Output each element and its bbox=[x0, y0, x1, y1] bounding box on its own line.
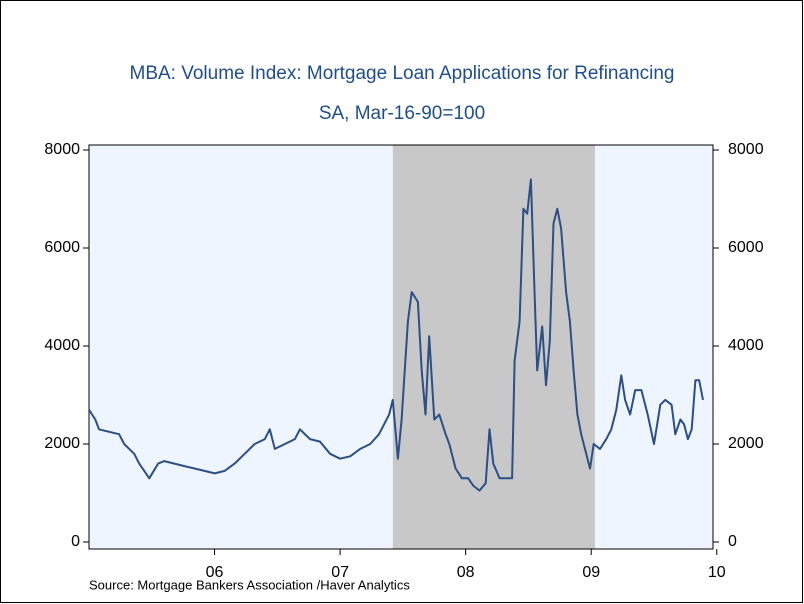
plot-frame bbox=[88, 144, 714, 550]
chart-subtitle: SA, Mar-16-90=100 bbox=[319, 103, 485, 124]
x-tick-label: 10 bbox=[708, 564, 726, 581]
source: Source: Mortgage Bankers Association /Ha… bbox=[89, 577, 410, 592]
y2-tick-label: 0 bbox=[728, 533, 737, 550]
x-tick-label: 09 bbox=[582, 564, 600, 581]
y2-tick-label: 8000 bbox=[728, 141, 764, 158]
x-tick-label: 06 bbox=[206, 564, 224, 581]
chart-title: MBA: Volume Index: Mortgage Loan Applica… bbox=[130, 63, 675, 84]
x-tick-label: 08 bbox=[457, 564, 475, 581]
y-tick-label: 8000 bbox=[44, 141, 80, 158]
y-tick-label: 4000 bbox=[44, 337, 80, 354]
y2-tick-label: 4000 bbox=[728, 337, 764, 354]
y2-tick-label: 2000 bbox=[728, 435, 764, 452]
y-tick-label: 0 bbox=[71, 533, 80, 550]
recession-band bbox=[392, 145, 595, 549]
x-tick-label: 07 bbox=[331, 564, 349, 581]
y-tick-label: 6000 bbox=[44, 239, 80, 256]
y-tick-label: 2000 bbox=[44, 435, 80, 452]
y2-tick-label: 6000 bbox=[728, 239, 764, 256]
series-line bbox=[88, 178, 704, 492]
plot-area bbox=[88, 144, 714, 550]
